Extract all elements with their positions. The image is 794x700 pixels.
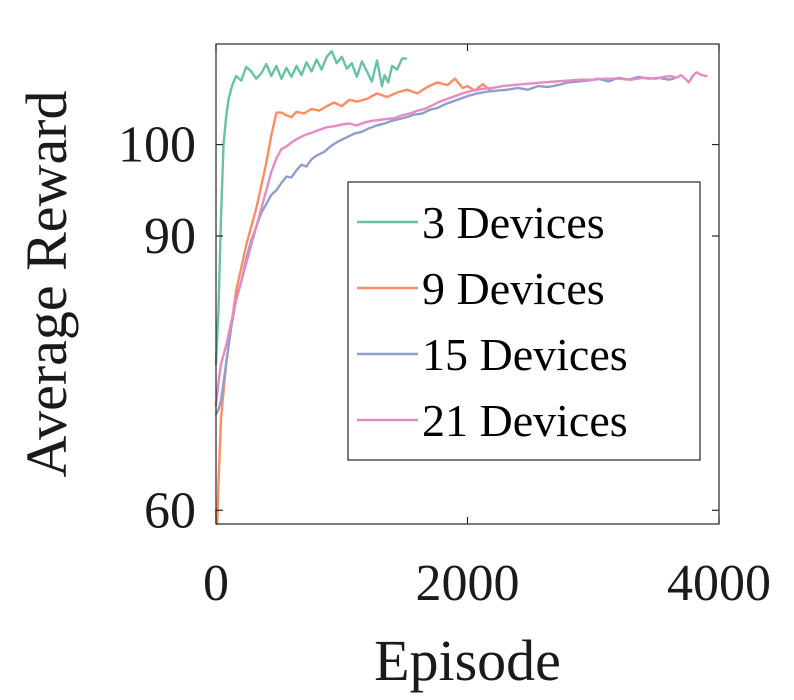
legend-label-1: 3 Devices: [422, 197, 605, 248]
tick-layer: 0 2000 4000 60 90 100: [118, 44, 771, 612]
legend-label-2: 9 Devices: [422, 263, 605, 314]
legend-items: 3 Devices 9 Devices 15 Devices 21 Devices: [357, 197, 628, 446]
y-axis-label: Average Reward: [14, 91, 79, 478]
series-line-3: [214, 75, 675, 416]
x-axis-label: Episode: [374, 628, 561, 693]
x-tick-label: 4000: [667, 555, 771, 612]
series-line-1: [214, 50, 408, 366]
series-layer: [214, 50, 708, 526]
x-tick-label: 0: [203, 555, 229, 612]
legend: 3 Devices 9 Devices 15 Devices 21 Devices: [347, 181, 701, 461]
legend-box: [347, 181, 701, 461]
y-tick-label: 60: [144, 482, 196, 539]
x-tick-label: 2000: [416, 555, 520, 612]
series-line-4: [214, 71, 708, 407]
legend-label-3: 15 Devices: [422, 329, 628, 380]
series-line-2: [214, 77, 492, 526]
y-tick-label: 100: [118, 117, 196, 174]
y-tick-label: 90: [144, 208, 196, 265]
legend-label-4: 21 Devices: [422, 395, 628, 446]
